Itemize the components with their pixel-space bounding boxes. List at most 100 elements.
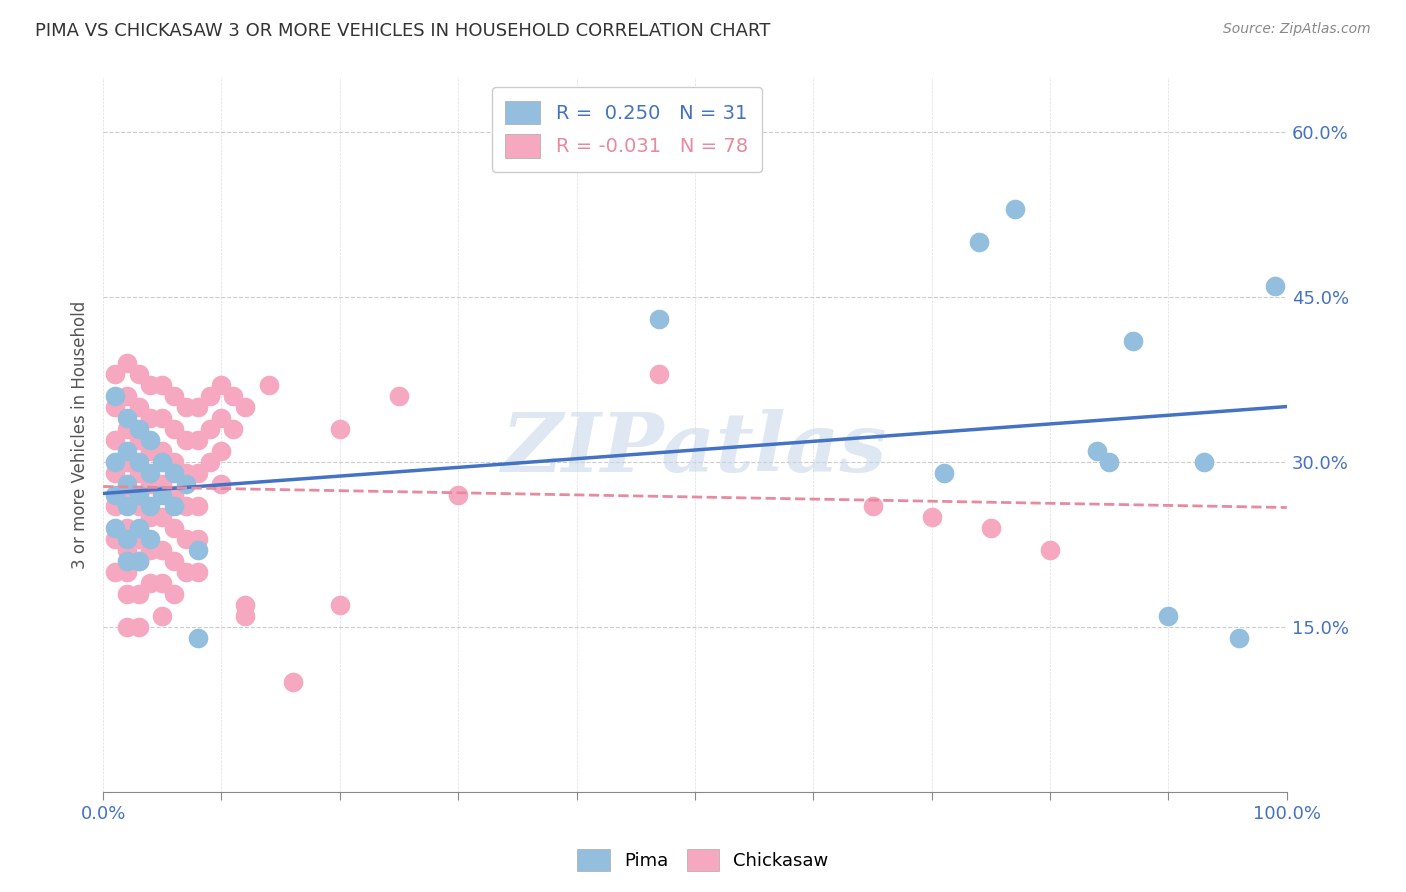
Point: [967, 235, 990, 250]
Point: [139, 434, 162, 448]
Point: [150, 576, 173, 591]
Point: [862, 500, 884, 514]
Point: [128, 587, 150, 601]
Point: [104, 533, 127, 547]
Point: [1229, 632, 1251, 646]
Point: [104, 434, 127, 448]
Point: [163, 455, 186, 469]
Point: [104, 521, 127, 535]
Point: [104, 467, 127, 481]
Legend: Pima, Chickasaw: Pima, Chickasaw: [569, 842, 837, 879]
Point: [388, 389, 411, 403]
Point: [163, 500, 186, 514]
Point: [115, 543, 138, 558]
Point: [104, 488, 127, 502]
Point: [648, 368, 671, 382]
Point: [115, 411, 138, 425]
Point: [233, 599, 256, 613]
Point: [163, 389, 186, 403]
Point: [174, 566, 197, 580]
Point: [115, 521, 138, 535]
Point: [198, 422, 221, 436]
Point: [1039, 543, 1062, 558]
Point: [187, 467, 209, 481]
Point: [128, 488, 150, 502]
Point: [150, 444, 173, 458]
Point: [139, 477, 162, 491]
Point: [104, 401, 127, 415]
Point: [932, 467, 955, 481]
Point: [115, 389, 138, 403]
Point: [187, 632, 209, 646]
Point: [329, 599, 352, 613]
Point: [150, 510, 173, 524]
Point: [115, 533, 138, 547]
Point: [128, 455, 150, 469]
Point: [187, 533, 209, 547]
Point: [187, 401, 209, 415]
Point: [115, 620, 138, 634]
Point: [115, 587, 138, 601]
Point: [115, 422, 138, 436]
Point: [139, 378, 162, 392]
Point: [128, 533, 150, 547]
Point: [115, 554, 138, 568]
Point: [233, 401, 256, 415]
Point: [211, 378, 233, 392]
Point: [139, 500, 162, 514]
Point: [128, 434, 150, 448]
Point: [1157, 609, 1180, 624]
Point: [174, 500, 197, 514]
Point: [150, 488, 173, 502]
Point: [115, 477, 138, 491]
Point: [211, 411, 233, 425]
Point: [150, 455, 173, 469]
Point: [163, 521, 186, 535]
Point: [139, 411, 162, 425]
Point: [281, 675, 304, 690]
Point: [174, 434, 197, 448]
Point: [198, 389, 221, 403]
Point: [104, 368, 127, 382]
Point: [187, 434, 209, 448]
Point: [128, 401, 150, 415]
Point: [150, 411, 173, 425]
Point: [115, 356, 138, 370]
Point: [115, 488, 138, 502]
Point: [128, 368, 150, 382]
Point: [128, 620, 150, 634]
Point: [163, 587, 186, 601]
Point: [115, 455, 138, 469]
Point: [648, 312, 671, 326]
Legend: R =  0.250   N = 31, R = -0.031   N = 78: R = 0.250 N = 31, R = -0.031 N = 78: [492, 87, 762, 171]
Point: [1098, 455, 1121, 469]
Point: [1192, 455, 1215, 469]
Point: [139, 533, 162, 547]
Point: [128, 554, 150, 568]
Point: [115, 500, 138, 514]
Point: [257, 378, 280, 392]
Point: [921, 510, 943, 524]
Point: [187, 500, 209, 514]
Point: [174, 477, 197, 491]
Point: [174, 533, 197, 547]
Text: Source: ZipAtlas.com: Source: ZipAtlas.com: [1223, 22, 1371, 37]
Point: [163, 422, 186, 436]
Point: [1122, 334, 1144, 349]
Point: [187, 543, 209, 558]
Point: [128, 467, 150, 481]
Point: [198, 455, 221, 469]
Point: [447, 488, 470, 502]
Text: PIMA VS CHICKASAW 3 OR MORE VEHICLES IN HOUSEHOLD CORRELATION CHART: PIMA VS CHICKASAW 3 OR MORE VEHICLES IN …: [35, 22, 770, 40]
Point: [1087, 444, 1109, 458]
Point: [139, 467, 162, 481]
Point: [233, 609, 256, 624]
Point: [150, 477, 173, 491]
Point: [128, 500, 150, 514]
Point: [139, 543, 162, 558]
Point: [1004, 202, 1026, 217]
Text: ZIPatlas: ZIPatlas: [502, 409, 887, 489]
Point: [980, 521, 1002, 535]
Point: [104, 500, 127, 514]
Point: [115, 444, 138, 458]
